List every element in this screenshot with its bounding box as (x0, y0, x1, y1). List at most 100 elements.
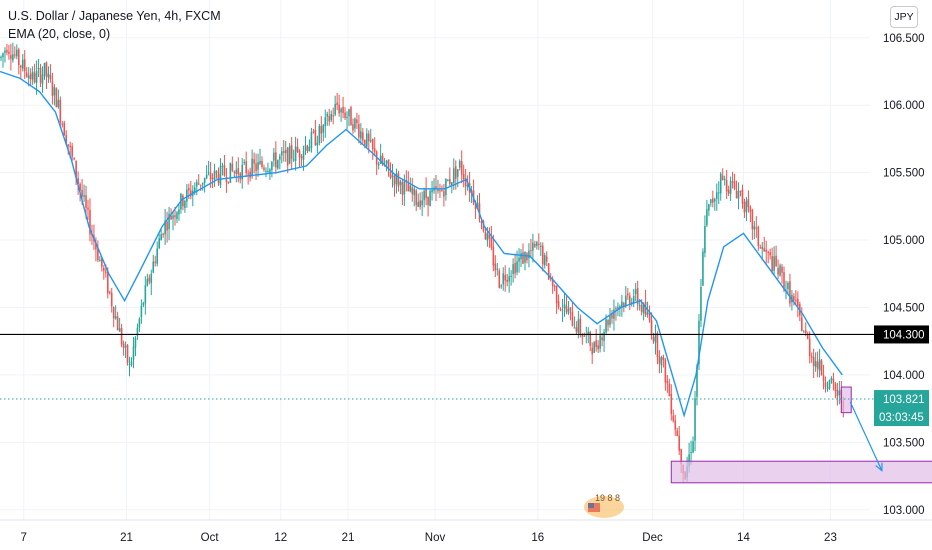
candle-body (132, 346, 135, 360)
zone-rectangle[interactable] (840, 386, 852, 414)
watermark-text: 19 8 8 (595, 493, 620, 503)
zone-rectangle[interactable] (670, 460, 932, 484)
candle-body (73, 158, 75, 160)
candle-body (710, 199, 712, 203)
candle-body (626, 293, 629, 296)
candle-body (338, 104, 340, 114)
candle-body (800, 317, 803, 331)
candle-body (195, 181, 198, 187)
candle-body (116, 316, 119, 331)
candle-body (708, 204, 710, 211)
candle-body (298, 150, 301, 158)
candle-body (706, 209, 708, 226)
candle-body (419, 200, 421, 208)
candle-body (69, 145, 72, 148)
candle-body (547, 263, 550, 280)
candle-body (104, 271, 107, 273)
candle-body (417, 202, 420, 207)
candle-body (225, 177, 228, 183)
candle-body (221, 165, 224, 167)
candle-body (435, 186, 437, 190)
candle-body (21, 59, 24, 69)
candle-body (201, 182, 204, 185)
candle-body (63, 122, 66, 136)
candle-body (332, 115, 334, 117)
x-tick-label: 21 (120, 532, 133, 544)
candle-body (377, 163, 380, 166)
candle-body (676, 430, 679, 437)
candle-body (162, 233, 164, 235)
drawing-zones[interactable] (670, 386, 932, 484)
ema-legend[interactable]: EMA (20, close, 0) (8, 27, 111, 41)
candle-body (609, 315, 611, 325)
candle-body (443, 191, 445, 197)
last-price-label[interactable] (874, 390, 929, 427)
candle-body (787, 283, 789, 289)
arrow-shaft[interactable] (849, 401, 883, 471)
x-tick-label: 7 (21, 532, 27, 544)
candle-body (364, 139, 366, 146)
candle-body (14, 54, 16, 56)
candle-body (534, 243, 536, 247)
candle-body (87, 207, 89, 210)
candle-body (55, 88, 58, 108)
candle-body (316, 142, 319, 146)
last-price-text: 103.821 (883, 394, 925, 406)
candle-body (16, 49, 18, 57)
candle-body (59, 99, 62, 123)
y-tick-label: 106.500 (883, 33, 925, 45)
time-axis[interactable]: 7 21 Oct 12 21 Nov 16 Dec 14 23 (0, 519, 932, 544)
candle-body (484, 232, 487, 240)
candle-body (182, 195, 184, 207)
candle-body (654, 333, 657, 343)
candle-body (211, 177, 214, 179)
candle-body (652, 336, 655, 342)
candle-body (255, 163, 257, 171)
candle-body (532, 242, 534, 251)
currency-button[interactable]: JPY (890, 6, 918, 28)
candle-body (737, 191, 740, 199)
candle-body (834, 383, 837, 392)
candle-body (318, 125, 321, 144)
hline-price-label[interactable] (874, 325, 929, 344)
candle-body (476, 202, 479, 209)
y-tick-label: 105.500 (883, 168, 925, 180)
y-tick-label: 104.000 (883, 370, 925, 382)
candle-body (43, 62, 46, 76)
candle-body (122, 343, 125, 349)
candle-body (452, 168, 455, 184)
candle-body (49, 74, 52, 80)
candle-body (108, 291, 111, 293)
candle-body (350, 107, 352, 126)
candle-body (233, 171, 236, 173)
candle-body (176, 212, 178, 220)
price-axis[interactable]: 106.500 106.000 105.500 105.000 104.500 104.0… (874, 33, 929, 517)
candle-body (65, 135, 68, 145)
candle-body (518, 257, 520, 262)
candle-body (466, 184, 469, 188)
candle-body (158, 238, 160, 249)
candle-body (314, 129, 317, 146)
symbol-title[interactable]: U.S. Dollar / Japanese Yen, 4h, FXCM (8, 9, 221, 23)
x-tick-label: 14 (737, 532, 750, 544)
candle-body (818, 359, 821, 371)
projection-arrow[interactable] (849, 401, 883, 472)
candle-body (769, 252, 771, 256)
candle-body (522, 252, 524, 264)
candle-body (156, 248, 159, 264)
candle-body (690, 452, 692, 454)
candle-body (112, 307, 115, 319)
candle-body (29, 73, 32, 80)
arrow-head[interactable] (875, 462, 883, 472)
candle-body (128, 363, 131, 365)
candle-body (437, 188, 439, 192)
candle-body (713, 199, 716, 202)
candle-body (391, 175, 394, 177)
candle-body (186, 189, 188, 202)
candle-body (12, 54, 14, 61)
candle-body (771, 256, 773, 272)
candle-body (478, 203, 481, 220)
candle-body (188, 187, 190, 191)
candle-body (292, 159, 295, 161)
